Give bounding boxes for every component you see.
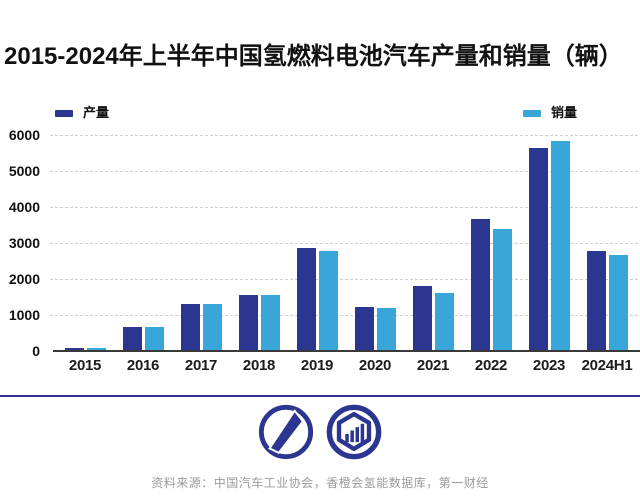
gridline-5000	[50, 170, 638, 172]
yicai-logo-icon	[258, 404, 314, 460]
x-tick-label-2024H1: 2024H1	[581, 357, 633, 374]
bar-sales-2021	[434, 292, 454, 350]
footer-logos	[0, 403, 640, 461]
x-tick-label-2015: 2015	[68, 357, 102, 374]
x-tick-label-2016: 2016	[126, 357, 160, 374]
x-tick-label-2018: 2018	[242, 357, 276, 374]
y-tick-label-0: 0	[32, 343, 40, 359]
x-tick-label-2021: 2021	[416, 357, 450, 374]
x-tick-label-2022: 2022	[474, 357, 508, 374]
bar-production-2022	[470, 219, 490, 350]
sales-color-swatch	[523, 109, 541, 117]
bar-production-2015	[64, 348, 84, 350]
bar-production-2023	[528, 148, 548, 350]
production-color-swatch	[55, 109, 73, 117]
legend-sales-label: 销量	[551, 105, 578, 120]
bar-sales-2015	[86, 348, 106, 350]
bar-sales-2016	[144, 327, 164, 350]
gridline-2000	[50, 278, 638, 280]
gridline-4000	[50, 206, 638, 208]
y-tick-label-6000: 6000	[8, 127, 40, 143]
bar-production-2016	[122, 327, 142, 350]
bar-production-2024H1	[586, 250, 606, 350]
bar-production-2020	[354, 306, 374, 350]
plot-area: 0 1000 2000 3000 4000 5000 6000 2015 2016 2017 201…	[0, 127, 640, 374]
bar-sales-2024H1	[608, 254, 628, 350]
x-axis-line	[53, 350, 640, 352]
gridline-1000	[50, 314, 638, 316]
hydrogen-data-logo-icon	[326, 404, 382, 460]
y-tick-label-2000: 2000	[8, 271, 40, 287]
bar-sales-2019	[318, 251, 338, 350]
chart-title: 2015-2024年上半年中国氢燃料电池汽车产量和销量（辆）	[4, 43, 623, 70]
legend-item-sales: 销量	[523, 106, 577, 120]
bar-production-2019	[296, 248, 316, 350]
y-tick-label-4000: 4000	[8, 199, 40, 215]
bar-sales-2022	[492, 228, 512, 350]
bar-production-2021	[412, 286, 432, 350]
gridline-6000	[50, 134, 638, 136]
bar-production-2018	[238, 295, 258, 350]
x-tick-label-2020: 2020	[358, 357, 392, 374]
source-note: 资料来源：中国汽车工业协会，香橙会氢能数据库，第一财经	[151, 476, 489, 490]
footer-divider	[0, 395, 640, 397]
bar-sales-2023	[550, 141, 570, 350]
y-tick-label-3000: 3000	[8, 235, 40, 251]
x-tick-label-2023: 2023	[532, 357, 566, 374]
legend-item-production: 产量	[55, 106, 109, 120]
bar-production-2017	[180, 304, 200, 350]
bar-sales-2020	[376, 307, 396, 350]
x-tick-label-2017: 2017	[184, 357, 218, 374]
bar-sales-2018	[260, 295, 280, 350]
gridline-3000	[50, 242, 638, 244]
x-tick-label-2019: 2019	[300, 357, 334, 374]
y-tick-label-1000: 1000	[8, 307, 40, 323]
bar-sales-2017	[202, 304, 222, 350]
legend-production-label: 产量	[83, 105, 110, 120]
y-tick-label-5000: 5000	[8, 163, 40, 179]
